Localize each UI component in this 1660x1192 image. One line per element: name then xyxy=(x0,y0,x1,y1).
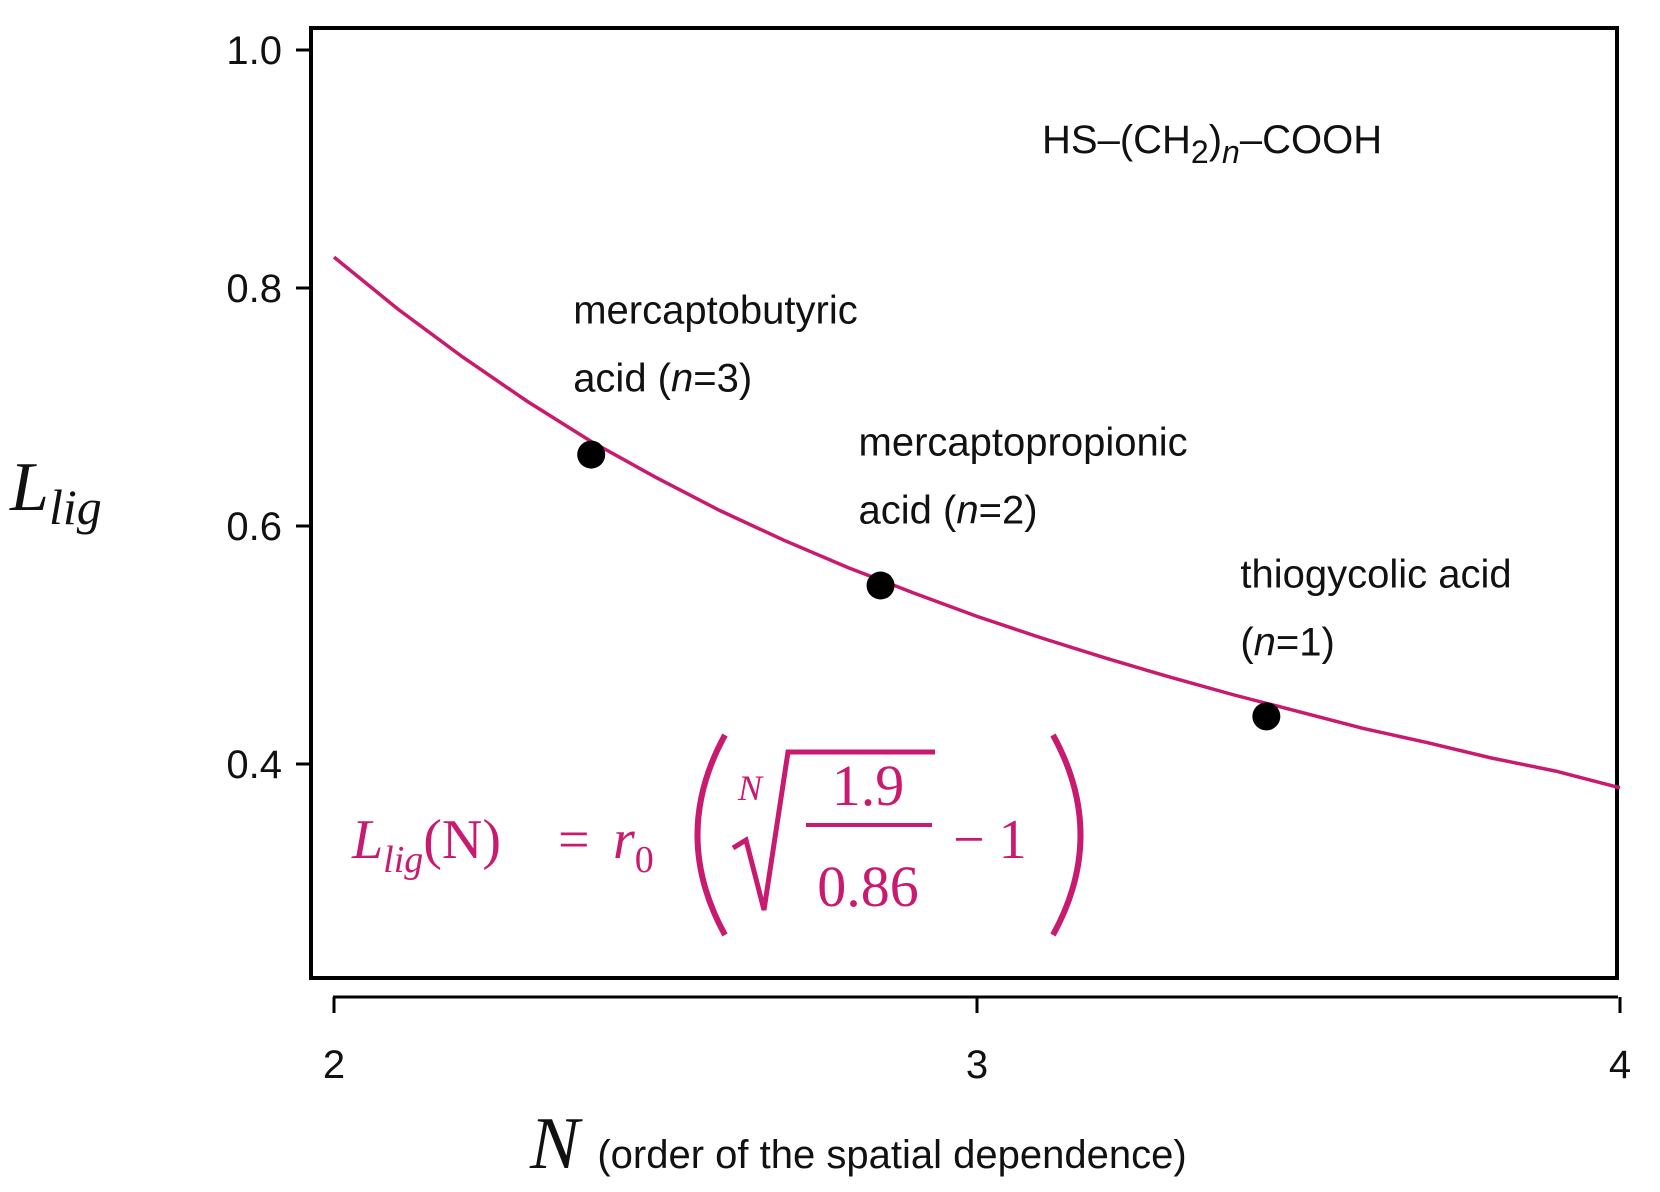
x-tick-label: 2 xyxy=(323,1043,345,1087)
formula-equals: = xyxy=(558,809,590,871)
formula-root-sign xyxy=(731,749,935,911)
formula-r0: r0 xyxy=(613,809,654,881)
y-axis-label: Llig xyxy=(9,449,102,535)
y-tick-label: 0.6 xyxy=(226,505,282,549)
point-label-prefix: ( xyxy=(1240,620,1254,664)
x-axis-ticks: 2 3 4 xyxy=(323,997,1631,1087)
point-label-n: n xyxy=(671,357,693,401)
point-label-suffix: =3) xyxy=(693,357,752,401)
data-point xyxy=(1252,702,1281,731)
formula-root-index: N xyxy=(737,768,764,808)
y-tick-label: 0.8 xyxy=(226,267,282,311)
annotation-mid: ) xyxy=(1209,118,1222,162)
y-axis-label-symbol: L xyxy=(9,449,49,526)
formula-r-subscript: 0 xyxy=(635,839,654,881)
x-axis-label-symbol: N xyxy=(529,1103,583,1185)
data-point xyxy=(866,571,895,600)
fit-curve xyxy=(332,255,1621,790)
y-tick-label: 1.0 xyxy=(226,29,282,73)
formula-lhs-argument: (N) xyxy=(423,809,501,871)
point-label-prefix: acid ( xyxy=(573,357,671,401)
point-label-line2: acid (n=2) xyxy=(859,489,1038,533)
y-tick-label: 0.4 xyxy=(226,743,282,787)
point-label-line1: mercaptopropionic xyxy=(859,421,1188,465)
x-axis-label-description: (order of the spatial dependence) xyxy=(597,1133,1186,1177)
point-label-n: n xyxy=(1254,620,1276,664)
x-tick-label: 4 xyxy=(1609,1043,1631,1087)
formula-denominator: 0.86 xyxy=(817,854,919,919)
x-axis-label: N (order of the spatial dependence) xyxy=(529,1103,1187,1185)
formula-r-symbol: r xyxy=(613,809,635,871)
annotation-suffix: –COOH xyxy=(1240,118,1382,162)
formula-numerator: 1.9 xyxy=(832,753,905,818)
point-label-line1: mercaptobutyric xyxy=(573,289,858,333)
model-formula: Llig(N) = r0 N 1.9 0.86 − 1 xyxy=(351,733,1084,937)
point-label-n: n xyxy=(956,489,978,533)
point-label-line1: thiogycolic acid xyxy=(1240,552,1511,596)
point-label-line2: acid (n=3) xyxy=(573,357,752,401)
formula-left-paren xyxy=(694,733,728,937)
point-label-suffix: =1) xyxy=(1276,620,1335,664)
formula-right-paren xyxy=(1050,733,1084,937)
annotation-subscript-2: 2 xyxy=(1191,134,1209,170)
point-label-line2: (n=1) xyxy=(1240,620,1335,664)
point-label-suffix: =2) xyxy=(979,489,1038,533)
point-label-prefix: acid ( xyxy=(859,489,957,533)
formula-minus-one: − 1 xyxy=(953,809,1027,871)
plot-frame xyxy=(309,26,1619,980)
formula-lhs-symbol: L xyxy=(351,809,383,871)
y-axis-ticks: 0.4 0.6 0.8 1.0 xyxy=(226,29,311,787)
annotation-prefix: HS–(CH xyxy=(1042,118,1191,162)
x-tick-label: 3 xyxy=(966,1043,988,1087)
y-axis-label-subscript: lig xyxy=(49,479,102,535)
formula-lhs: Llig(N) xyxy=(351,809,501,881)
formula-lhs-subscript: lig xyxy=(383,839,423,881)
molecule-formula-annotation: HS–(CH2)n–COOH xyxy=(1042,118,1382,170)
annotation-subscript-n: n xyxy=(1222,134,1240,170)
data-point xyxy=(577,440,606,469)
